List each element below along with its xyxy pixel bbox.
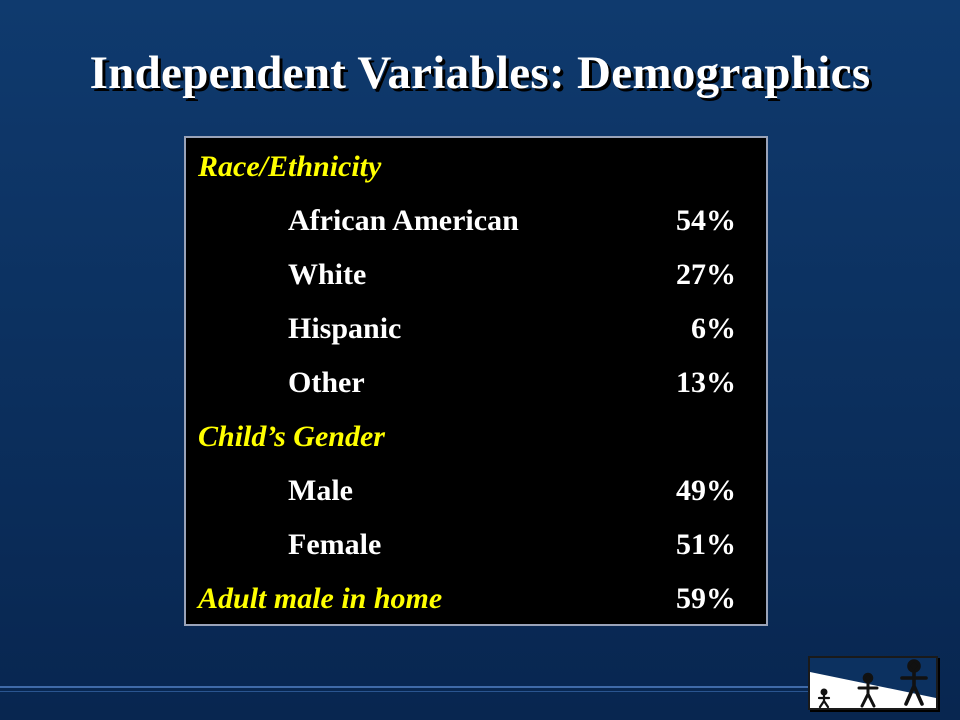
row-label: Race/Ethnicity [198,150,382,183]
row-value: 27% [676,258,736,291]
row-value: 49% [676,474,736,507]
table-row: Hispanic 6% [186,309,766,349]
table-row: Male 49% [186,471,766,511]
row-label: Female [288,528,382,561]
row-value: 13% [676,366,736,399]
row-label: Adult male in home [198,582,443,615]
row-label: Hispanic [288,312,402,345]
table-row: Female 51% [186,525,766,565]
row-value: 6% [691,312,736,345]
table-row: African American 54% [186,201,766,241]
table-row-heading: Race/Ethnicity [186,147,766,187]
row-label: Male [288,474,353,507]
row-label: White [288,258,367,291]
footer-divider [0,686,808,688]
table-row: White 27% [186,255,766,295]
table-row-heading: Child’s Gender [186,417,766,457]
table-row-heading: Adult male in home 59% [186,579,766,619]
row-label: Other [288,366,365,399]
three-figures-logo-icon [808,656,938,710]
demographics-table: Race/Ethnicity African American 54% Whit… [184,136,768,626]
table-row: Other 13% [186,363,766,403]
slide-title: Independent Variables: Demographics [89,47,871,99]
row-value: 54% [676,204,736,237]
row-label: African American [288,204,519,237]
footer-divider-thin [0,691,808,692]
row-value: 59% [676,582,736,615]
row-value: 51% [676,528,736,561]
row-label: Child’s Gender [198,420,385,453]
